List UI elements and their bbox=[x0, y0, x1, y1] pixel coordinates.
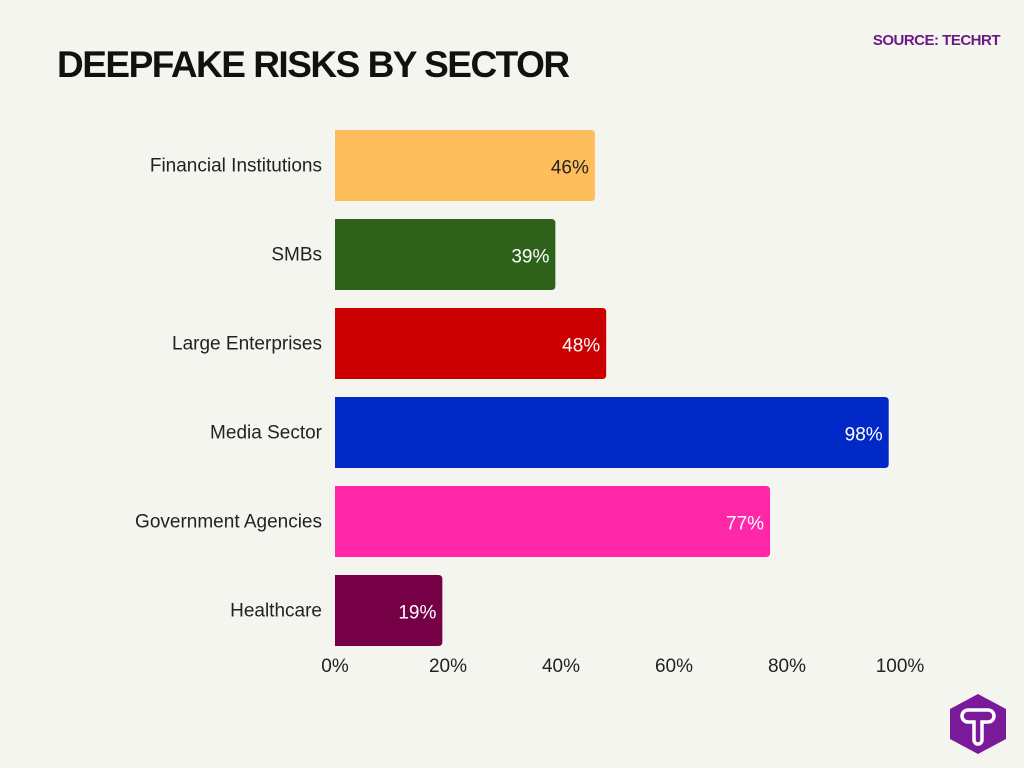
x-tick-label: 40% bbox=[542, 656, 580, 677]
x-tick-label: 100% bbox=[876, 656, 925, 677]
data-label: 98% bbox=[845, 425, 883, 446]
bar bbox=[335, 219, 556, 290]
bar bbox=[335, 397, 889, 468]
techrt-logo-icon bbox=[950, 694, 1006, 754]
bar bbox=[335, 308, 607, 379]
chart-title: DEEPFAKE RISKS BY SECTOR bbox=[57, 44, 570, 85]
data-label: 77% bbox=[726, 514, 764, 535]
x-tick-label: 20% bbox=[429, 656, 467, 677]
data-label: 46% bbox=[551, 158, 589, 179]
data-label: 48% bbox=[562, 336, 600, 357]
category-label: Large Enterprises bbox=[172, 334, 322, 355]
bar bbox=[335, 575, 443, 646]
source-label: SOURCE: TECHRT bbox=[872, 32, 1001, 49]
category-label: Healthcare bbox=[230, 601, 322, 622]
bar bbox=[335, 486, 771, 557]
data-label: 19% bbox=[398, 603, 436, 624]
x-tick-label: 60% bbox=[655, 656, 693, 677]
category-label: Government Agencies bbox=[135, 512, 322, 533]
x-tick-label: 80% bbox=[768, 656, 806, 677]
data-label: 39% bbox=[511, 247, 549, 268]
x-tick-label: 0% bbox=[321, 656, 349, 677]
category-label: Financial Institutions bbox=[150, 156, 322, 177]
bar bbox=[335, 130, 595, 201]
category-label: Media Sector bbox=[210, 423, 323, 444]
category-label: SMBs bbox=[271, 245, 322, 266]
